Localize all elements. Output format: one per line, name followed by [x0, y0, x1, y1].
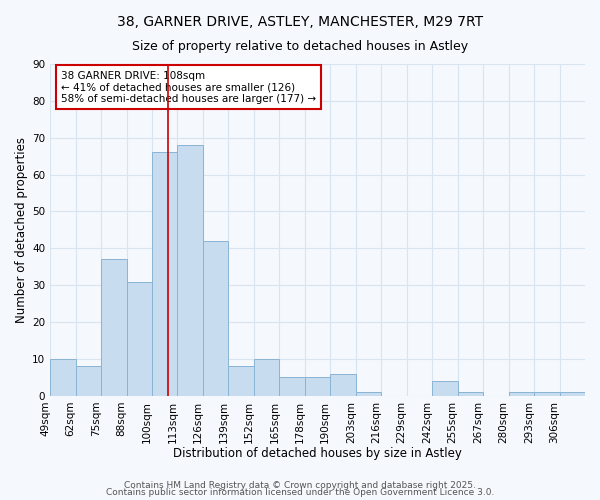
- Bar: [356, 392, 381, 396]
- Bar: [280, 378, 305, 396]
- Bar: [101, 260, 127, 396]
- Bar: [534, 392, 560, 396]
- Bar: [50, 359, 76, 396]
- Text: Size of property relative to detached houses in Astley: Size of property relative to detached ho…: [132, 40, 468, 53]
- Text: Contains HM Land Registry data © Crown copyright and database right 2025.: Contains HM Land Registry data © Crown c…: [124, 480, 476, 490]
- X-axis label: Distribution of detached houses by size in Astley: Distribution of detached houses by size …: [173, 447, 462, 460]
- Text: Contains public sector information licensed under the Open Government Licence 3.: Contains public sector information licen…: [106, 488, 494, 497]
- Bar: [203, 241, 229, 396]
- Bar: [560, 392, 585, 396]
- Bar: [254, 359, 280, 396]
- Bar: [229, 366, 254, 396]
- Bar: [178, 145, 203, 396]
- Bar: [432, 381, 458, 396]
- Bar: [509, 392, 534, 396]
- Bar: [76, 366, 101, 396]
- Y-axis label: Number of detached properties: Number of detached properties: [15, 137, 28, 323]
- Bar: [152, 152, 178, 396]
- Bar: [458, 392, 483, 396]
- Bar: [331, 374, 356, 396]
- Text: 38 GARNER DRIVE: 108sqm
← 41% of detached houses are smaller (126)
58% of semi-d: 38 GARNER DRIVE: 108sqm ← 41% of detache…: [61, 70, 316, 104]
- Bar: [127, 282, 152, 396]
- Bar: [305, 378, 331, 396]
- Text: 38, GARNER DRIVE, ASTLEY, MANCHESTER, M29 7RT: 38, GARNER DRIVE, ASTLEY, MANCHESTER, M2…: [117, 15, 483, 29]
